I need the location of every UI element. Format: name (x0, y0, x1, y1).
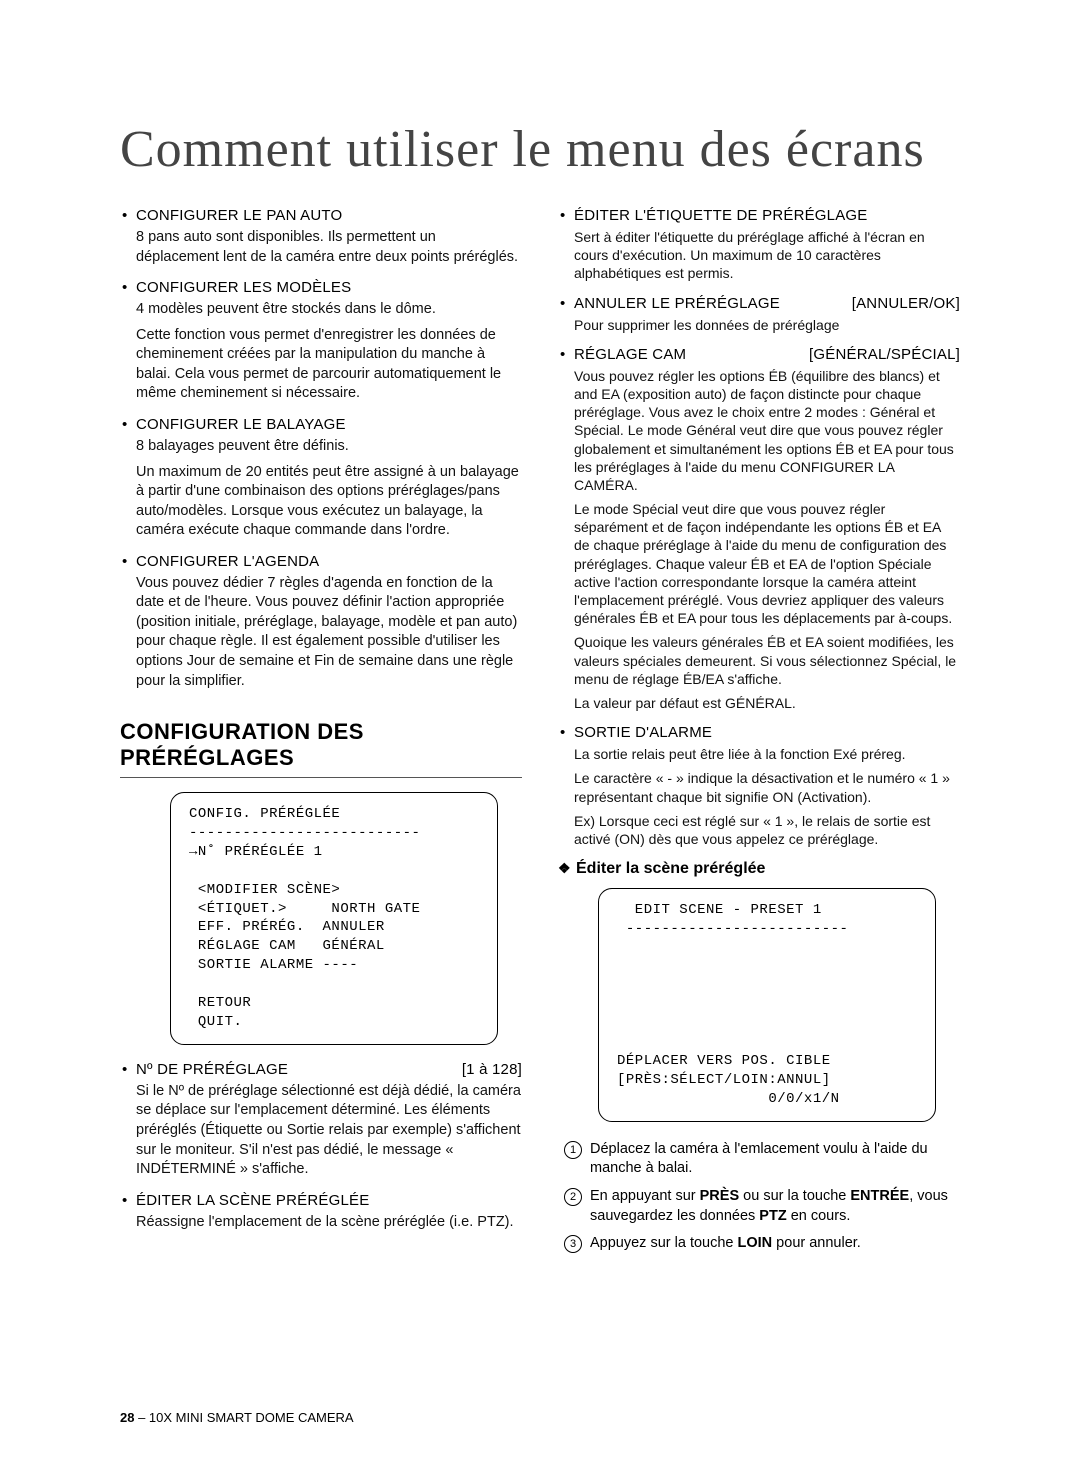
bullet-paragraph: La valeur par défaut est GÉNÉRAL. (574, 694, 960, 712)
bullet-paragraph: Le caractère « - » indique la désactivat… (574, 769, 960, 805)
bullet-item: SORTIE D'ALARME La sortie relais peut êtr… (558, 724, 960, 848)
section-heading-line2: PRÉRÉGLAGES (120, 745, 294, 770)
bullet-paragraph: Cette fonction vous permet d'enregistrer… (136, 326, 522, 404)
bullet-paragraph: Réassigne l'emplacement de la scène prér… (136, 1213, 522, 1233)
bullet-tag: [ANNULER/OK] (852, 295, 960, 312)
menu-box-config-preset: CONFIG. PRÉRÉGLÉE ----------------------… (170, 792, 498, 1045)
footer-page-number: 28 (120, 1410, 134, 1425)
steps-list: Déplacez la caméra à l'emlacement voulu … (558, 1140, 960, 1254)
bullet-head: CONFIGURER LE PAN AUTO (120, 207, 522, 224)
bullet-paragraph: 8 pans auto sont disponibles. Ils permet… (136, 228, 522, 267)
bullet-head-text: RÉGLAGE CAM (574, 346, 686, 363)
bullet-item: ÉDITER LA SCÈNE PRÉRÉGLÉE Réassigne l'emp… (120, 1192, 522, 1233)
bullet-head-text: CONFIGURER LES MODÈLES (136, 279, 351, 296)
bullet-head: ANNULER LE PRÉRÉGLAGE [ANNULER/OK] (558, 295, 960, 312)
bullet-body: Réassigne l'emplacement de la scène prér… (120, 1213, 522, 1233)
left-bullet-list: CONFIGURER LE PAN AUTO 8 pans auto sont d… (120, 207, 522, 691)
bullet-body: La sortie relais peut être liée à la fon… (558, 745, 960, 848)
page-footer: 28 – 10X MINI SMART DOME CAMERA (120, 1410, 354, 1425)
sub-heading-edit-scene: Éditer la scène préréglée (558, 860, 960, 878)
bullet-item: CONFIGURER LE PAN AUTO 8 pans auto sont d… (120, 207, 522, 267)
section-heading-config-presets: CONFIGURATION DES PRÉRÉGLAGES (120, 719, 522, 771)
bullet-body: Vous pouvez régler les options ÉB (équil… (558, 367, 960, 712)
bullet-item: ANNULER LE PRÉRÉGLAGE [ANNULER/OK] Pour su… (558, 295, 960, 334)
bullet-body: Si le Nº de préréglage sélectionné est d… (120, 1082, 522, 1180)
bullet-head-text: ANNULER LE PRÉRÉGLAGE (574, 295, 780, 312)
page-root: Comment utiliser le menu des écrans CONF… (0, 0, 1080, 1302)
bullet-paragraph: Un maximum de 20 entités peut être assig… (136, 463, 522, 541)
bullet-item: CONFIGURER LE BALAYAGE 8 balayages peuven… (120, 416, 522, 541)
step-item: Déplacez la caméra à l'emlacement voulu … (564, 1140, 960, 1179)
bullet-head: CONFIGURER LES MODÈLES (120, 279, 522, 296)
bullet-head: ÉDITER LA SCÈNE PRÉRÉGLÉE (120, 1192, 522, 1209)
page-title: Comment utiliser le menu des écrans (120, 120, 960, 179)
bullet-head-text: Nº DE PRÉRÉGLAGE (136, 1061, 288, 1078)
bullet-paragraph: Quoique les valeurs générales ÉB et EA s… (574, 633, 960, 688)
bullet-head: SORTIE D'ALARME (558, 724, 960, 741)
bullet-paragraph: Vous pouvez dédier 7 règles d'agenda en … (136, 574, 522, 691)
bullet-paragraph: 8 balayages peuvent être définis. (136, 437, 522, 457)
bullet-head: Nº DE PRÉRÉGLAGE [1 à 128] (120, 1061, 522, 1078)
bullet-body: Vous pouvez dédier 7 règles d'agenda en … (120, 574, 522, 691)
bullet-body: 8 pans auto sont disponibles. Ils permet… (120, 228, 522, 267)
bullet-paragraph: Si le Nº de préréglage sélectionné est d… (136, 1082, 522, 1180)
bullet-head: CONFIGURER LE BALAYAGE (120, 416, 522, 433)
bullet-paragraph: Sert à éditer l'étiquette du préréglage … (574, 228, 960, 283)
bullet-item: CONFIGURER LES MODÈLES 4 modèles peuvent … (120, 279, 522, 404)
section-heading-line1: CONFIGURATION DES (120, 719, 364, 744)
right-bullet-list: ÉDITER L'ÉTIQUETTE DE PRÉRÉGLAGE Sert à é… (558, 207, 960, 848)
bullet-body: Sert à éditer l'étiquette du préréglage … (558, 228, 960, 283)
bullet-paragraph: La sortie relais peut être liée à la fon… (574, 745, 960, 763)
bullet-head-text: CONFIGURER LE PAN AUTO (136, 207, 342, 224)
bullet-paragraph: 4 modèles peuvent être stockés dans le d… (136, 300, 522, 320)
bullet-paragraph: Le mode Spécial veut dire que vous pouve… (574, 500, 960, 627)
bullet-tag: [1 à 128] (462, 1061, 522, 1078)
bullet-head-text: CONFIGURER L'AGENDA (136, 553, 319, 570)
right-column: ÉDITER L'ÉTIQUETTE DE PRÉRÉGLAGE Sert à é… (558, 207, 960, 1262)
footer-text: – 10X MINI SMART DOME CAMERA (134, 1410, 353, 1425)
bullet-body: 8 balayages peuvent être définis. Un maxi… (120, 437, 522, 541)
bullet-item: CONFIGURER L'AGENDA Vous pouvez dédier 7 … (120, 553, 522, 691)
bullet-head: CONFIGURER L'AGENDA (120, 553, 522, 570)
bullet-paragraph: Vous pouvez régler les options ÉB (équil… (574, 367, 960, 494)
bullet-paragraph: Ex) Lorsque ceci est réglé sur « 1 », le… (574, 812, 960, 848)
bullet-item: RÉGLAGE CAM [GÉNÉRAL/SPÉCIAL] Vous pouvez … (558, 346, 960, 712)
bullet-body: 4 modèles peuvent être stockés dans le d… (120, 300, 522, 404)
section-rule (120, 777, 522, 778)
bullet-paragraph: Pour supprimer les données de préréglage (574, 316, 960, 334)
step-item: En appuyant sur PRÈS ou sur la touche EN… (564, 1187, 960, 1226)
left-column: CONFIGURER LE PAN AUTO 8 pans auto sont d… (120, 207, 522, 1262)
bullet-head-text: ÉDITER L'ÉTIQUETTE DE PRÉRÉGLAGE (574, 207, 868, 224)
bullet-head: RÉGLAGE CAM [GÉNÉRAL/SPÉCIAL] (558, 346, 960, 363)
bullet-tag: [GÉNÉRAL/SPÉCIAL] (809, 346, 960, 363)
bullet-head: ÉDITER L'ÉTIQUETTE DE PRÉRÉGLAGE (558, 207, 960, 224)
bullet-head-text: CONFIGURER LE BALAYAGE (136, 416, 346, 433)
bullet-item: Nº DE PRÉRÉGLAGE [1 à 128] Si le Nº de pré… (120, 1061, 522, 1180)
step-item: Appuyez sur la touche LOIN pour annuler. (564, 1234, 960, 1254)
menu-box-edit-scene: EDIT SCENE - PRESET 1 ------------------… (598, 888, 936, 1122)
bullet-item: ÉDITER L'ÉTIQUETTE DE PRÉRÉGLAGE Sert à é… (558, 207, 960, 283)
bullet-head-text: SORTIE D'ALARME (574, 724, 712, 741)
two-column-layout: CONFIGURER LE PAN AUTO 8 pans auto sont d… (120, 207, 960, 1262)
bullet-head-text: ÉDITER LA SCÈNE PRÉRÉGLÉE (136, 1192, 369, 1209)
bullet-body: Pour supprimer les données de préréglage (558, 316, 960, 334)
left-after-list: Nº DE PRÉRÉGLAGE [1 à 128] Si le Nº de pré… (120, 1061, 522, 1232)
